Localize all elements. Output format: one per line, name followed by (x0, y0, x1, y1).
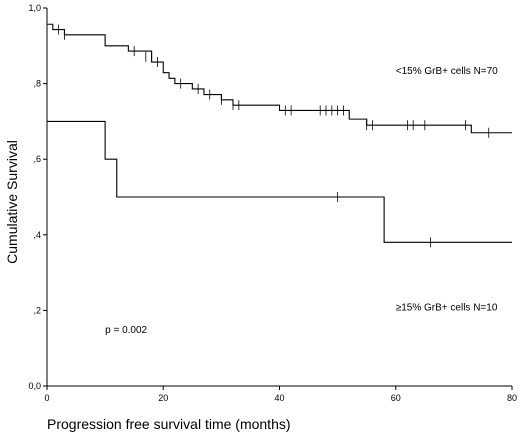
survival-curves (47, 23, 512, 248)
survival-curve-2 (47, 120, 512, 243)
chart-annotation: ≥15% GrB+ cells N=10 (396, 302, 498, 313)
x-tick-label: 60 (391, 393, 401, 403)
x-tick-label: 20 (158, 393, 168, 403)
y-axis-title: Cumulative Survival (4, 140, 20, 264)
x-axis-ticks: 0 20 40 60 80 (44, 386, 517, 403)
x-tick-label: 0 (44, 393, 49, 403)
y-tick-label: ,8 (33, 79, 41, 89)
y-tick-label: ,4 (33, 230, 41, 240)
annotations: <15% GrB+ cells N=70 ≥15% GrB+ cells N=10… (105, 66, 498, 336)
x-axis-title: Progression free survival time (months) (47, 416, 291, 432)
survival-curve-1 (47, 23, 512, 134)
x-tick-label: 80 (507, 393, 517, 403)
y-axis-ticks: 0,0 ,2 ,4 ,6 ,8 1,0 (28, 3, 47, 391)
y-tick-label: 0,0 (28, 381, 41, 391)
chart-annotation: p = 0.002 (105, 325, 147, 336)
chart-annotation: <15% GrB+ cells N=70 (396, 66, 498, 77)
x-tick-label: 40 (274, 393, 284, 403)
y-tick-label: 1,0 (28, 3, 41, 13)
y-tick-label: ,6 (33, 154, 41, 164)
y-tick-label: ,2 (33, 305, 41, 315)
